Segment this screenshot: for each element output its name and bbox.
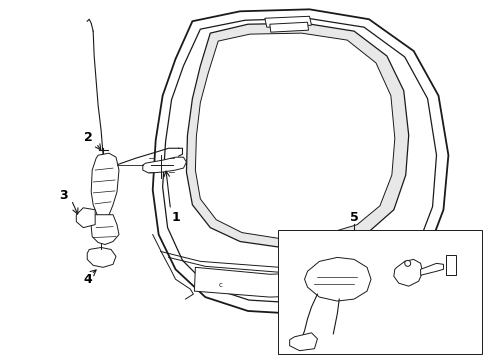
Polygon shape (91, 153, 119, 218)
Text: 5: 5 (349, 211, 358, 224)
Bar (277, 230, 481, 354)
Text: c: c (218, 282, 222, 288)
Polygon shape (87, 247, 116, 267)
Polygon shape (393, 260, 422, 286)
Polygon shape (152, 9, 447, 314)
Polygon shape (142, 157, 186, 173)
Polygon shape (186, 23, 408, 247)
Polygon shape (91, 215, 119, 244)
Polygon shape (163, 18, 436, 303)
Text: 2: 2 (83, 131, 92, 144)
Polygon shape (289, 333, 317, 351)
Text: 3: 3 (59, 189, 67, 202)
Polygon shape (420, 264, 443, 275)
Bar (446, 255, 455, 275)
Polygon shape (304, 257, 370, 301)
Circle shape (404, 260, 410, 266)
Polygon shape (76, 208, 95, 228)
Text: 1: 1 (171, 211, 180, 224)
Text: c: c (277, 284, 281, 290)
Polygon shape (194, 267, 354, 297)
Polygon shape (370, 235, 393, 297)
Polygon shape (269, 22, 308, 32)
Polygon shape (264, 16, 311, 27)
Polygon shape (195, 33, 394, 239)
Text: 4: 4 (83, 273, 92, 286)
